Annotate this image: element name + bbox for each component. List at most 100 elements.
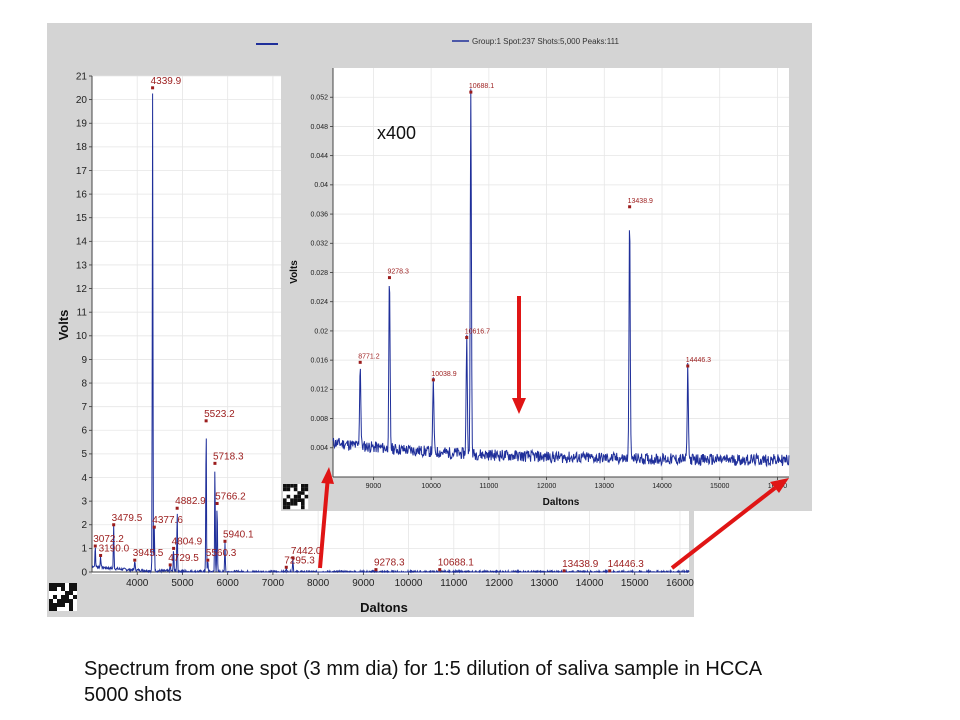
inset-spectrum-line	[332, 88, 790, 468]
x-tick-label: 15000	[621, 578, 649, 589]
peak-marker	[387, 276, 391, 280]
qr-module	[290, 502, 294, 506]
y-tick-label: 0.004	[310, 445, 328, 452]
qr-module	[57, 599, 61, 603]
y-tick-label: 11	[77, 308, 88, 319]
y-tick-label: 0.052	[310, 95, 328, 102]
x-tick-label: 10000	[395, 578, 423, 589]
peak-marker	[213, 461, 217, 465]
y-tick-label: 12	[76, 284, 88, 295]
qr-module	[290, 484, 294, 488]
peak-marker	[608, 569, 612, 573]
x-tick-label: 14000	[652, 483, 672, 490]
down-arrow-head	[512, 398, 526, 414]
main-y-axis-label: Volts	[56, 310, 71, 341]
qr-module	[65, 591, 69, 595]
peak-label: 4339.9	[151, 76, 182, 87]
y-tick-label: 5	[81, 449, 87, 460]
peak-marker	[431, 378, 435, 382]
qr-module	[61, 583, 65, 587]
left-arrow-head	[321, 467, 334, 484]
qr-module	[73, 595, 77, 599]
y-tick-label: 0.012	[310, 387, 328, 394]
peak-marker	[175, 506, 179, 510]
qr-module	[283, 484, 287, 488]
qr-module	[53, 603, 57, 607]
peak-marker	[93, 544, 97, 548]
y-tick-label: 0.036	[310, 211, 328, 218]
peak-label: 3072.2	[93, 534, 124, 545]
qr-module	[293, 494, 298, 499]
y-tick-label: 0.032	[310, 241, 328, 248]
qr-module	[293, 502, 298, 506]
inset-x-axis-label: Daltons	[543, 497, 580, 508]
x-tick-label: 13000	[530, 578, 558, 589]
qr-module	[286, 505, 291, 510]
qr-module	[57, 583, 61, 587]
peak-marker	[628, 205, 632, 209]
peak-label: 5718.3	[213, 451, 244, 462]
peak-marker	[172, 546, 176, 550]
qr-module	[53, 595, 57, 599]
peak-marker	[438, 568, 442, 572]
peak-label: 4804.9	[172, 536, 203, 547]
peak-marker	[215, 502, 219, 506]
y-tick-label: 0.008	[310, 416, 328, 423]
peak-label: 3190.0	[99, 543, 130, 554]
x-tick-label: 12000	[537, 483, 557, 490]
peak-label: 4377.6	[152, 515, 183, 526]
x-tick-label: 7000	[262, 578, 285, 589]
x-tick-label: 14000	[576, 578, 604, 589]
y-tick-label: 0.02	[314, 328, 328, 335]
peak-label: 8771.2	[358, 353, 380, 360]
peak-marker	[204, 419, 208, 423]
qr-module	[293, 484, 298, 488]
y-tick-label: 20	[76, 95, 88, 106]
qr-module	[57, 603, 61, 607]
peak-marker	[284, 565, 288, 569]
x-tick-label: 16000	[666, 578, 694, 589]
y-tick-label: 0	[81, 567, 87, 578]
qr-module	[61, 595, 65, 599]
y-tick-label: 15	[76, 213, 88, 224]
inset-axes: 0.004 0.008 0.012 0.016 0.02 0.024 0.028 0.032 0…	[310, 68, 789, 490]
qr-module	[286, 494, 291, 499]
qr-module	[69, 583, 73, 587]
peak-label: 5766.2	[215, 492, 246, 503]
peak-marker	[562, 569, 566, 573]
legend-text: Group:1 Spot:237 Shots:5,000 Peaks:111	[472, 37, 619, 46]
caption-line-1: Spectrum from one spot (3 mm dia) for 1:…	[84, 658, 763, 680]
x-tick-label: 15000	[710, 483, 730, 490]
qr-module	[297, 494, 301, 499]
x-tick-label: 6000	[217, 578, 240, 589]
qr-module	[286, 484, 291, 488]
y-tick-label: 0.044	[310, 153, 328, 160]
qr-module	[49, 587, 53, 591]
legend-banner	[47, 23, 812, 65]
qr-module	[304, 484, 309, 488]
qr-module	[283, 505, 287, 510]
y-tick-label: 2	[81, 520, 87, 531]
peak-marker	[151, 86, 155, 90]
x-tick-label: 11000	[479, 483, 498, 490]
y-tick-label: 0.016	[310, 357, 328, 364]
y-tick-label: 13	[76, 260, 88, 271]
y-tick-label: 1	[81, 544, 87, 555]
peak-label: 4729.5	[168, 553, 199, 564]
qr-module	[69, 587, 73, 591]
main-peak-markers: 4339.9 5523.2 5718.3 5766.2 4882.9 3479.5 4377…	[93, 76, 644, 573]
y-tick-label: 0.04	[314, 182, 328, 189]
peak-marker	[152, 525, 156, 529]
qr-module	[283, 498, 287, 502]
qr-module	[286, 502, 291, 506]
qr-module	[73, 587, 77, 591]
qr-module	[65, 599, 69, 603]
peak-label: 10038.9	[431, 371, 456, 378]
y-tick-label: 17	[76, 166, 88, 177]
qr-module	[301, 484, 305, 488]
peak-marker	[99, 553, 103, 557]
peak-label: 7442.0	[291, 546, 322, 557]
peak-label: 4882.9	[175, 496, 206, 507]
main-spectrum-line	[91, 93, 690, 574]
